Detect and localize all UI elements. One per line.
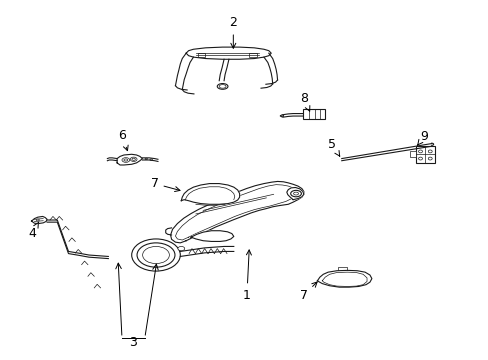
Ellipse shape (123, 159, 127, 161)
Ellipse shape (131, 239, 180, 271)
Bar (415, 146, 434, 163)
Ellipse shape (130, 157, 137, 161)
Polygon shape (317, 270, 371, 287)
Polygon shape (286, 188, 303, 200)
Ellipse shape (427, 157, 431, 160)
Bar (249, 53, 256, 57)
Ellipse shape (418, 157, 422, 160)
Text: 7: 7 (150, 177, 180, 192)
Ellipse shape (178, 247, 184, 251)
Ellipse shape (122, 158, 129, 162)
Bar (409, 151, 415, 157)
Text: 2: 2 (229, 16, 237, 48)
Text: 4: 4 (28, 222, 39, 240)
Polygon shape (181, 184, 239, 204)
Ellipse shape (36, 219, 39, 221)
Polygon shape (191, 231, 233, 242)
Ellipse shape (142, 247, 169, 264)
Polygon shape (31, 216, 47, 224)
Text: 5: 5 (327, 138, 339, 156)
Bar (302, 109, 324, 118)
Text: 9: 9 (417, 130, 427, 145)
Ellipse shape (290, 190, 301, 197)
Ellipse shape (145, 158, 147, 159)
Text: 8: 8 (299, 92, 309, 111)
Ellipse shape (427, 150, 431, 153)
Ellipse shape (217, 84, 227, 89)
Ellipse shape (293, 192, 298, 195)
Ellipse shape (418, 150, 422, 153)
Ellipse shape (132, 158, 135, 160)
Ellipse shape (137, 243, 175, 267)
Ellipse shape (150, 159, 152, 160)
Text: 6: 6 (118, 129, 128, 150)
Bar (198, 53, 204, 57)
Polygon shape (170, 181, 303, 243)
Ellipse shape (219, 85, 225, 88)
Text: 7: 7 (299, 282, 316, 302)
Text: 1: 1 (243, 250, 251, 302)
Text: 3: 3 (128, 336, 136, 349)
